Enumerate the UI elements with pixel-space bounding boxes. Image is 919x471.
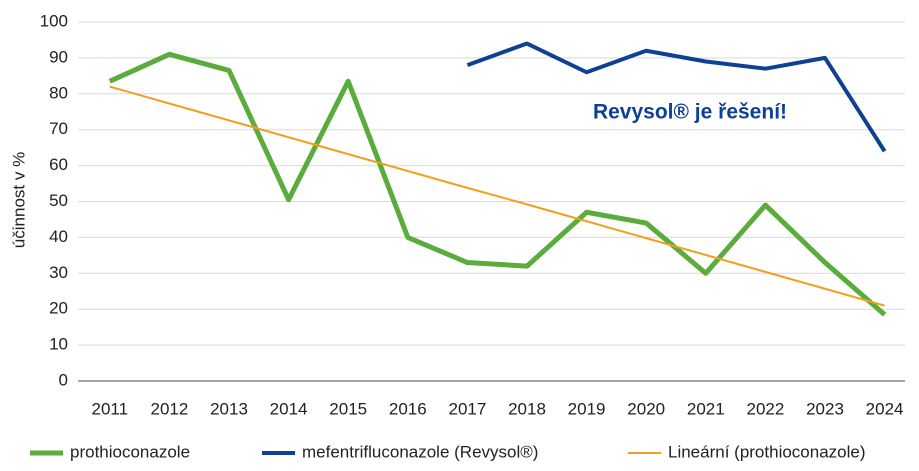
y-tick-label: 80: [49, 83, 68, 102]
y-tick-label: 0: [59, 370, 68, 389]
x-tick-label: 2022: [746, 399, 784, 418]
y-tick-label: 40: [49, 227, 68, 246]
y-tick-label: 90: [49, 47, 68, 66]
y-tick-label: 10: [49, 335, 68, 354]
x-tick-label: 2016: [389, 399, 427, 418]
x-tick-label: 2017: [448, 399, 486, 418]
x-tick-label: 2020: [627, 399, 665, 418]
series-line: [109, 85, 885, 307]
x-tick-label: 2021: [687, 399, 725, 418]
x-tick-label: 2018: [508, 399, 546, 418]
x-tick-label: 2014: [270, 399, 308, 418]
y-tick-label: 70: [49, 119, 68, 138]
x-tick-label: 2012: [150, 399, 188, 418]
x-tick-label: 2015: [329, 399, 367, 418]
y-tick-label: 100: [40, 11, 68, 30]
x-tick-label: 2019: [568, 399, 606, 418]
x-tick-label: 2023: [806, 399, 844, 418]
x-tick-label: 2011: [92, 399, 129, 418]
y-tick-label: 60: [49, 155, 68, 174]
x-tick-label: 2013: [210, 399, 248, 418]
series-line: [108, 51, 887, 317]
y-tick-label: 50: [49, 191, 68, 210]
legend-label: Lineární (prothioconazole): [668, 442, 866, 461]
series-line: [466, 41, 887, 153]
y-tick-label: 20: [49, 299, 68, 318]
y-tick-label: 30: [49, 263, 68, 282]
legend-label: mefentrifluconazole (Revysol®): [302, 442, 538, 461]
annotation: Revysol® je řešení!: [593, 101, 787, 124]
x-tick-label: 2024: [866, 399, 904, 418]
legend-label: prothioconazole: [70, 442, 190, 461]
y-axis-label: účinnost v %: [9, 152, 28, 248]
